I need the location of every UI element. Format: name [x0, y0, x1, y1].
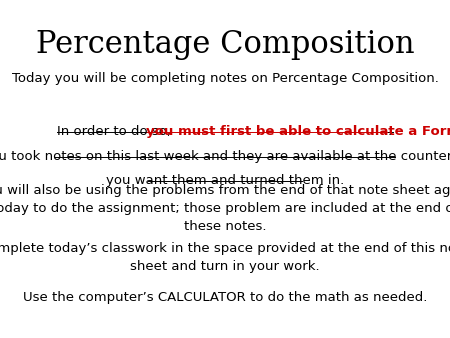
Text: You took notes on this last week and they are available at the counter if: You took notes on this last week and the…: [0, 149, 450, 163]
Text: You will also be using the problems from the end of that note sheet again
today : You will also be using the problems from…: [0, 184, 450, 233]
Text: .: .: [388, 125, 392, 138]
Text: you want them and turned them in.: you want them and turned them in.: [106, 174, 344, 187]
Text: Complete today’s classwork in the space provided at the end of this note
sheet a: Complete today’s classwork in the space …: [0, 242, 450, 273]
Text: Use the computer’s CALCULATOR to do the math as needed.: Use the computer’s CALCULATOR to do the …: [23, 291, 427, 304]
Text: Today you will be completing notes on Percentage Composition.: Today you will be completing notes on Pe…: [12, 72, 438, 84]
Text: you must first be able to calculate a Formula Weight: you must first be able to calculate a Fo…: [146, 125, 450, 138]
Text: Percentage Composition: Percentage Composition: [36, 29, 414, 61]
Text: In order to do so,: In order to do so,: [57, 125, 176, 138]
